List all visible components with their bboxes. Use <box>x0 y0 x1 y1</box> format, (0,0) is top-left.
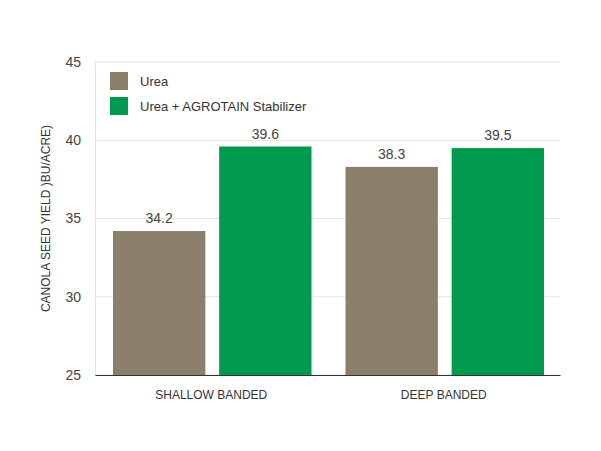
grid <box>95 62 560 375</box>
y-tick: 40 <box>65 132 95 148</box>
data-label: 39.6 <box>252 126 279 142</box>
bar <box>346 167 438 375</box>
data-label: 39.5 <box>484 127 511 143</box>
y-tick: 25 <box>65 367 95 383</box>
y-tick: 45 <box>65 54 95 70</box>
x-tick-label: DEEP BANDED <box>401 388 487 402</box>
legend-label: Urea + AGROTAIN Stabilizer <box>140 99 307 114</box>
x-axis-line <box>96 375 561 376</box>
legend-swatch <box>110 72 128 90</box>
legend-label: Urea <box>140 74 169 89</box>
y-tick-label: 40 <box>65 132 81 148</box>
x-tick: SHALLOW BANDED <box>155 375 267 402</box>
x-axis: SHALLOW BANDED DEEP BANDED <box>96 375 561 402</box>
y-axis-line <box>95 63 96 376</box>
x-tick: DEEP BANDED <box>401 375 487 402</box>
legend-item: Urea <box>110 72 169 90</box>
y-tick-label: 45 <box>65 54 81 70</box>
x-tick-label: SHALLOW BANDED <box>155 388 267 402</box>
legend-item: Urea + AGROTAIN Stabilizer <box>110 97 307 115</box>
y-tick-label: 35 <box>65 210 81 226</box>
y-tick: 30 <box>65 289 95 305</box>
bar <box>219 147 311 375</box>
bar <box>113 231 205 375</box>
y-axis: 25 30 35 40 45 <box>65 54 95 383</box>
data-label: 38.3 <box>378 146 405 162</box>
grid-line <box>95 62 560 63</box>
legend: Urea Urea + AGROTAIN Stabilizer <box>110 72 307 115</box>
bars <box>113 147 544 375</box>
chart: 2530354045SHALLOW BANDEDDEEP BANDED34.23… <box>0 0 601 451</box>
bar <box>452 148 544 375</box>
legend-swatch <box>110 97 128 115</box>
y-tick: 35 <box>65 210 95 226</box>
y-tick-label: 30 <box>65 289 81 305</box>
y-tick-label: 25 <box>65 367 81 383</box>
data-label: 34.2 <box>146 210 173 226</box>
data-labels: 34.2 38.3 39.6 39.5 <box>146 126 512 227</box>
y-axis-title: CANOLA SEED YIELD )BU/ACRE) <box>39 125 53 312</box>
